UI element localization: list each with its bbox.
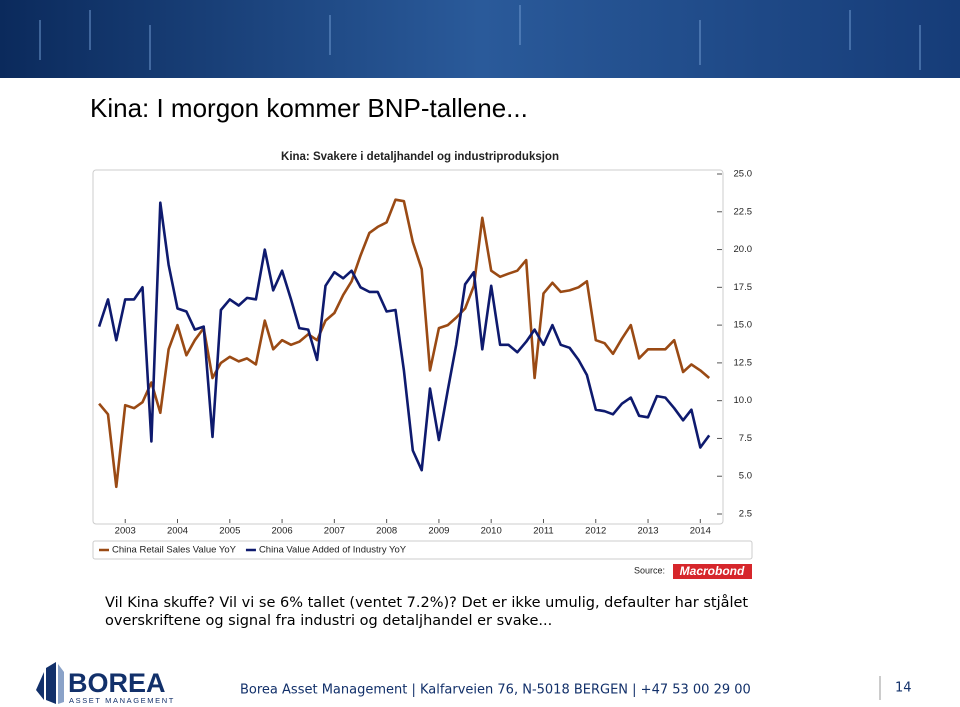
y-tick-label: 5.0 [739, 471, 752, 482]
x-tick-label: 2012 [585, 526, 606, 537]
x-tick-label: 2005 [219, 526, 240, 537]
x-tick-label: 2014 [690, 526, 711, 537]
header-banner [0, 0, 960, 78]
y-tick-label: 12.5 [734, 357, 753, 368]
y-tick-label: 20.0 [734, 244, 753, 255]
source-badge [673, 564, 752, 579]
x-tick-label: 2004 [167, 526, 188, 537]
footer: Borea Asset Management | Kalfarveien 76,… [240, 683, 751, 698]
plot-frame [92, 169, 724, 525]
chart-title: Kina: Svakere i detaljhandel og industri… [281, 151, 559, 163]
logo: BOREA ASSET MANAGEMENT [36, 662, 175, 705]
logo-tagline: ASSET MANAGEMENT [69, 696, 175, 705]
x-tick-label: 2006 [272, 526, 293, 537]
slide-title: Kina: I morgon kommer BNP-tallene... [90, 93, 528, 123]
y-tick-label: 10.0 [734, 395, 753, 406]
page-number: 14 [895, 681, 912, 696]
x-tick-label: 2011 [533, 526, 553, 537]
series-line [98, 198, 711, 489]
y-tick-label: 17.5 [734, 282, 753, 293]
legend-label: China Value Added of Industry YoY [259, 545, 407, 556]
y-tick-label: 2.5 [739, 509, 752, 520]
x-tick-label: 2003 [115, 526, 136, 537]
x-tick-label: 2008 [376, 526, 397, 537]
series-line [97, 201, 711, 472]
y-tick-label: 25.0 [734, 169, 753, 180]
banner-pattern [39, 5, 921, 70]
x-tick-label: 2009 [428, 526, 449, 537]
y-tick-label: 7.5 [739, 433, 752, 444]
y-tick-label: 22.5 [734, 206, 753, 217]
legend-label: China Retail Sales Value YoY [112, 545, 237, 556]
y-tick-label: 15.0 [734, 320, 753, 331]
source-name: Macrobond [680, 564, 745, 578]
x-tick-label: 2013 [637, 526, 658, 537]
legend-frame [92, 540, 753, 560]
x-tick-label: 2010 [481, 526, 502, 537]
source-label: Source: [634, 565, 665, 575]
x-tick-label: 2007 [324, 526, 345, 537]
logo-name: BOREA [68, 668, 166, 698]
body-text: Vil Kina skuffe? Vil vi se 6% tallet (ve… [105, 594, 748, 611]
body-text: overskriftene og signal fra industri og … [105, 613, 552, 629]
